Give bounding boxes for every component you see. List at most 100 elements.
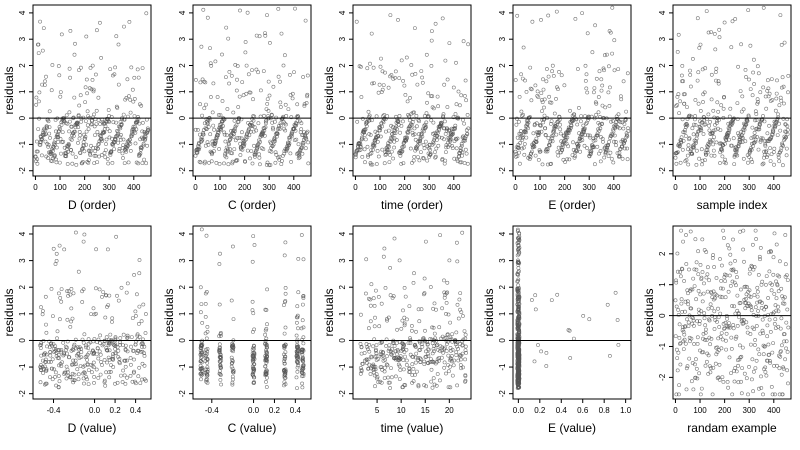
- data-point: [714, 276, 719, 280]
- data-point: [424, 384, 429, 389]
- data-point: [730, 268, 735, 273]
- data-point: [763, 344, 767, 349]
- data-point: [353, 153, 358, 157]
- data-point: [518, 141, 523, 145]
- data-point: [44, 330, 49, 335]
- data-point: [140, 120, 145, 125]
- data-point: [684, 387, 689, 392]
- data-point: [274, 115, 279, 120]
- data-point: [515, 340, 520, 345]
- data-point: [704, 338, 709, 342]
- data-point: [55, 329, 60, 334]
- data-point: [421, 155, 426, 160]
- data-point: [82, 149, 87, 154]
- data-point: [70, 161, 75, 166]
- data-point: [531, 143, 536, 148]
- data-point: [282, 361, 287, 366]
- data-point: [404, 55, 409, 60]
- data-point: [515, 289, 520, 294]
- y-tick-label: 0: [658, 313, 667, 318]
- data-point: [102, 358, 107, 362]
- data-point: [68, 119, 72, 124]
- data-point: [400, 318, 405, 323]
- y-tick-label: 3: [498, 36, 507, 41]
- data-point: [65, 121, 70, 126]
- data-point: [56, 64, 61, 68]
- data-point: [297, 153, 301, 158]
- data-point: [591, 136, 596, 141]
- data-point: [250, 68, 254, 73]
- data-point: [747, 155, 752, 159]
- data-point: [771, 341, 776, 346]
- data-point: [423, 328, 427, 333]
- y-tick-label: -1: [498, 363, 507, 371]
- data-point: [290, 131, 295, 136]
- data-point: [748, 87, 753, 92]
- data-point: [217, 147, 222, 151]
- data-point: [104, 142, 108, 146]
- data-point: [50, 366, 54, 371]
- y-tick-label: 3: [498, 258, 507, 263]
- data-point: [35, 157, 40, 162]
- data-point: [358, 366, 363, 370]
- plot-frame: [672, 225, 792, 400]
- data-point: [463, 348, 468, 353]
- data-point: [269, 149, 274, 154]
- data-point: [719, 147, 724, 151]
- data-point: [774, 96, 779, 101]
- data-point: [767, 269, 772, 274]
- data-point: [516, 249, 521, 254]
- data-point: [406, 341, 411, 345]
- data-point: [770, 392, 775, 397]
- data-point: [40, 48, 45, 53]
- data-point: [136, 161, 141, 166]
- data-point: [522, 142, 527, 146]
- data-point: [38, 19, 43, 24]
- data-point: [242, 143, 247, 148]
- data-point: [251, 118, 256, 123]
- data-point: [773, 317, 778, 322]
- data-point: [364, 257, 369, 262]
- data-point: [211, 81, 216, 86]
- data-point: [717, 35, 722, 40]
- data-point: [773, 121, 778, 126]
- data-point: [552, 111, 557, 116]
- data-point: [387, 160, 392, 165]
- data-point: [217, 262, 222, 266]
- data-point: [114, 234, 119, 239]
- points-group: [193, 6, 311, 168]
- data-point: [388, 13, 393, 18]
- data-point: [374, 114, 379, 119]
- y-tick-label: 1: [338, 311, 347, 316]
- data-point: [133, 141, 138, 146]
- data-point: [731, 267, 736, 272]
- data-point: [597, 122, 602, 127]
- data-point: [710, 256, 715, 260]
- data-point: [466, 126, 471, 131]
- data-point: [736, 363, 741, 368]
- data-point: [218, 345, 223, 350]
- data-point: [698, 42, 703, 47]
- data-point: [301, 347, 306, 352]
- data-point: [382, 376, 387, 381]
- data-point: [247, 126, 252, 131]
- data-point: [413, 344, 418, 349]
- data-point: [238, 8, 242, 13]
- data-point: [59, 32, 64, 37]
- data-point: [592, 90, 596, 95]
- data-point: [678, 143, 682, 148]
- data-point: [710, 138, 715, 143]
- data-point: [555, 120, 560, 125]
- data-point: [119, 285, 124, 290]
- data-point: [576, 145, 581, 150]
- data-point: [732, 379, 737, 384]
- data-point: [515, 272, 520, 277]
- data-point: [250, 124, 255, 129]
- data-point: [404, 347, 409, 352]
- data-point: [539, 17, 543, 22]
- data-point: [129, 134, 134, 139]
- data-point: [777, 121, 781, 126]
- data-point: [265, 102, 270, 106]
- data-point: [556, 87, 560, 92]
